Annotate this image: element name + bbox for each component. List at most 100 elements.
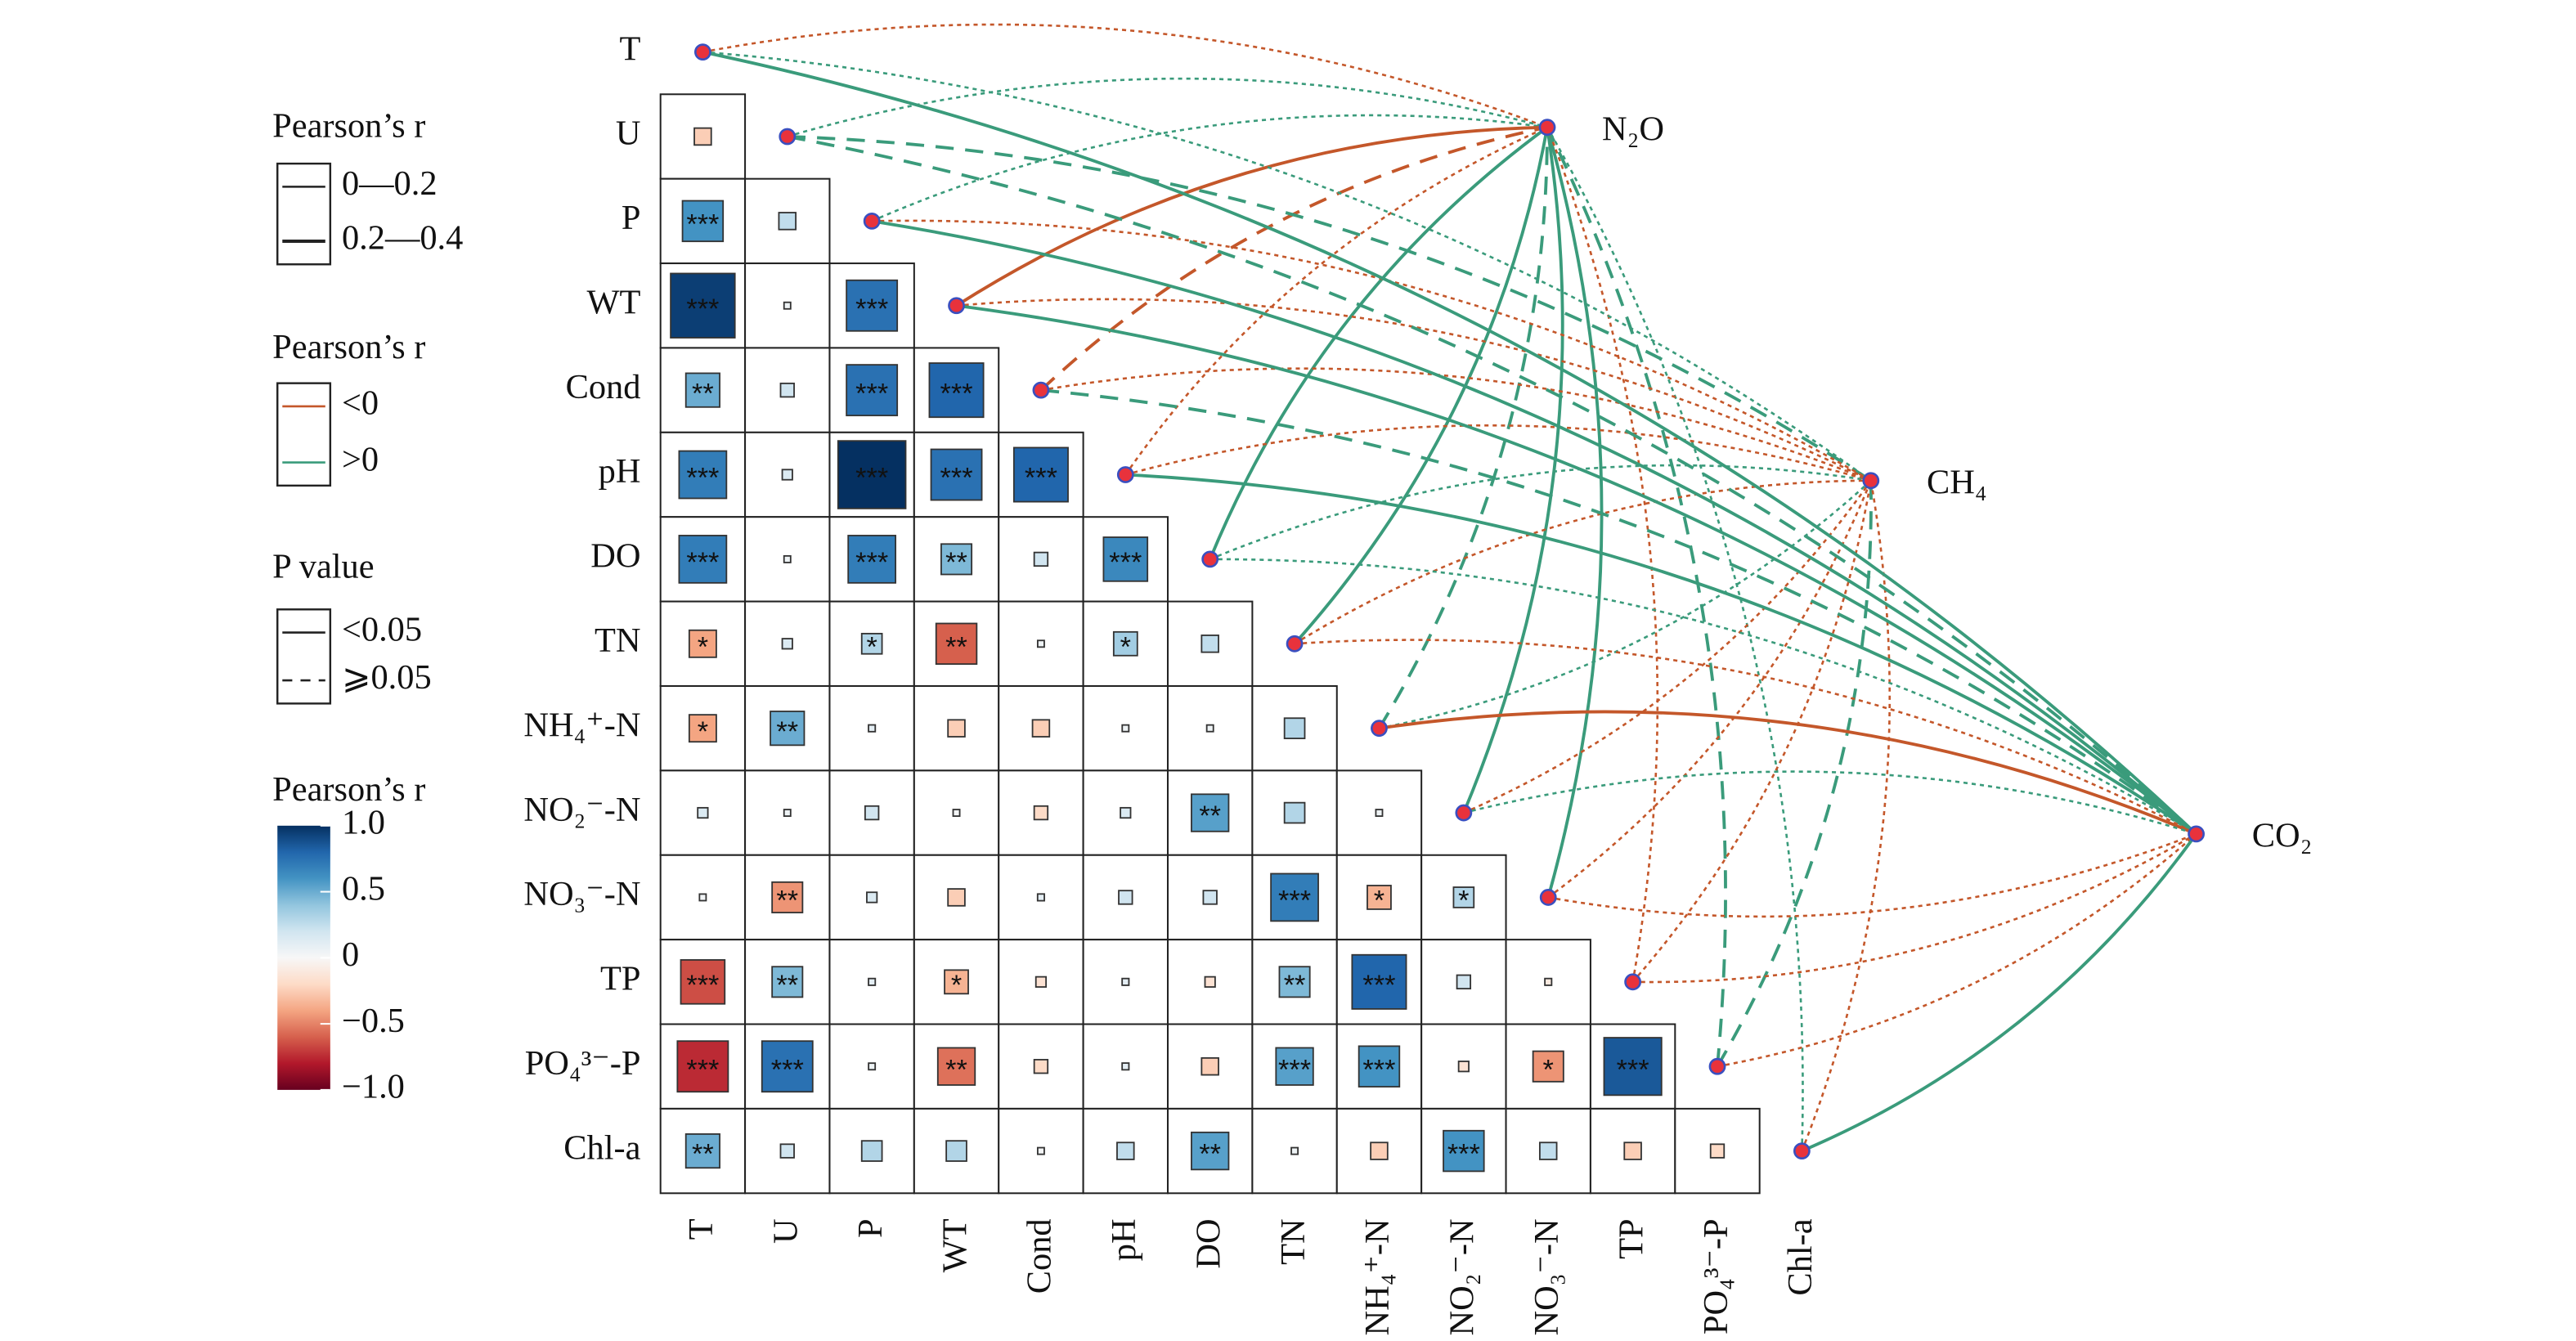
corr-square (1278, 966, 1311, 998)
significance: *** (855, 463, 888, 494)
link (787, 77, 1548, 138)
corr-square (783, 809, 792, 818)
corr-square (940, 543, 973, 576)
response-node (2188, 825, 2205, 843)
row-label: NO₂⁻-N (523, 791, 640, 829)
column-label: T (682, 1218, 720, 1240)
node (1455, 804, 1473, 822)
row-label: pH (599, 452, 641, 491)
row-label: PO₄³⁻-P (525, 1044, 641, 1083)
corr-square (1112, 630, 1138, 657)
link (1546, 126, 1727, 1067)
legend-label: ⩾0.05 (342, 658, 432, 697)
link (1293, 127, 1549, 645)
significance: * (951, 970, 962, 1001)
corr-square (1532, 1050, 1564, 1083)
node (1371, 720, 1388, 738)
cell (913, 431, 1000, 518)
response-node (1538, 119, 1556, 137)
corr-square (860, 632, 883, 655)
colorbar-label: 1.0 (342, 804, 385, 842)
corr-square (698, 893, 707, 902)
corr-square (952, 809, 961, 818)
row-label: NO₃⁻-N (523, 875, 640, 913)
corr-square (868, 977, 877, 986)
significance: ** (776, 886, 798, 917)
significance: ** (692, 1139, 714, 1170)
corr-square (779, 1143, 795, 1159)
corr-square (1358, 1045, 1401, 1088)
link (871, 114, 1548, 222)
legend-key-box (276, 162, 332, 266)
significance: *** (771, 1054, 804, 1085)
corr-square (1456, 974, 1472, 990)
significance: * (1543, 1054, 1554, 1085)
link (1124, 126, 1548, 476)
corr-square (1623, 1141, 1642, 1160)
corr-square (684, 372, 720, 408)
column-label: Cond (1021, 1218, 1059, 1294)
link (1463, 480, 1872, 814)
significance: * (698, 631, 708, 662)
significance: *** (855, 378, 888, 409)
node (863, 212, 881, 230)
corr-square (670, 272, 736, 339)
corr-square (1121, 724, 1130, 733)
corr-square (680, 959, 726, 1005)
corr-square (1191, 1131, 1230, 1171)
significance: ** (776, 716, 798, 747)
legend-title: Pearson’s r (272, 106, 425, 145)
corr-square (1033, 551, 1049, 567)
legend-key-box (276, 382, 332, 487)
link (1801, 480, 1891, 1152)
node (779, 128, 797, 146)
corr-square (1452, 886, 1475, 908)
corr-square (847, 535, 897, 584)
node (948, 297, 965, 315)
corr-square (846, 364, 899, 417)
node (693, 43, 711, 61)
corr-square (1012, 446, 1069, 503)
corr-square (928, 362, 985, 419)
column-label: U (767, 1218, 806, 1244)
significance: *** (855, 547, 888, 578)
significance: *** (686, 970, 719, 1001)
corr-square (1275, 1047, 1314, 1086)
significance: *** (686, 463, 719, 494)
column-label: Chl-a (1781, 1218, 1820, 1295)
link (1801, 832, 2198, 1153)
column-label: P (851, 1218, 890, 1238)
response-label: N₂O (1602, 110, 1664, 148)
corr-square (846, 279, 899, 332)
significance: *** (686, 294, 719, 325)
significance: ** (776, 970, 798, 1001)
significance: *** (1362, 1054, 1395, 1085)
significance: *** (686, 547, 719, 578)
corr-square (1457, 1061, 1470, 1073)
corr-square (864, 805, 880, 821)
corr-square (678, 535, 728, 584)
column-label: NH₄⁺-N (1358, 1218, 1397, 1335)
row-label: NH₄⁺-N (523, 706, 640, 744)
corr-square (1121, 977, 1130, 986)
corr-square (945, 1140, 967, 1162)
significance: *** (686, 1054, 719, 1085)
significance: ** (945, 631, 967, 662)
corr-square (1031, 719, 1051, 738)
corr-square (1375, 809, 1384, 818)
legend-label: <0 (342, 384, 379, 423)
colorbar-label: −0.5 (342, 1002, 405, 1040)
significance: *** (855, 294, 888, 325)
significance: ** (1199, 1139, 1221, 1170)
corr-square (1033, 1059, 1049, 1074)
link (787, 135, 2197, 836)
corr-square (688, 714, 717, 743)
corr-square (761, 1040, 814, 1093)
significance: *** (1447, 1139, 1480, 1170)
colorbar-label: 0 (342, 935, 359, 974)
link (1377, 127, 1549, 729)
corr-square (688, 629, 717, 658)
corr-square (1036, 893, 1045, 902)
